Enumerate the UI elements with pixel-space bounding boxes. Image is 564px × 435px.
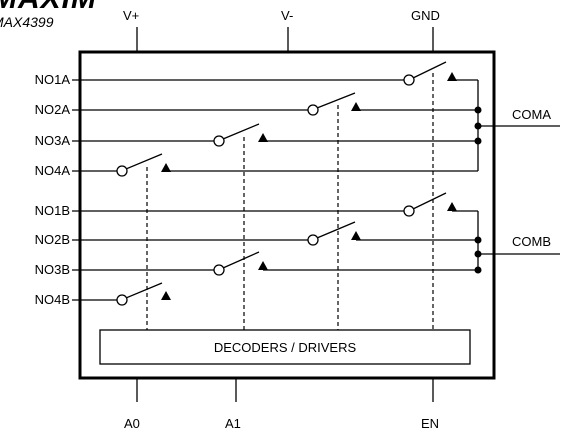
pin-vminus: V-	[281, 8, 293, 52]
pin-label-no2a: NO2A	[35, 102, 71, 117]
pin-label-coma: COMA	[512, 107, 551, 122]
coma-bus: COMA	[474, 80, 560, 171]
switch-contact	[403, 205, 415, 217]
pin-a1: A1	[225, 378, 241, 431]
switch-terminal-marker	[258, 261, 268, 270]
switch-contact	[307, 104, 319, 116]
pin-en: EN	[421, 378, 439, 431]
switch-contact	[403, 74, 415, 86]
pin-vplus: V+	[123, 8, 139, 52]
logo-text: MAXIM	[0, 0, 97, 15]
switch-row-no3a: NO3A	[35, 123, 478, 148]
switch-terminal-marker	[447, 72, 457, 81]
pin-a0: A0	[124, 378, 140, 431]
switch-terminal-marker	[351, 231, 361, 240]
switch-row-no3b: NO3B	[35, 251, 478, 277]
switch-terminal-marker	[161, 163, 171, 172]
switch-blade	[125, 282, 163, 299]
switch-blade	[316, 92, 356, 109]
ic-outline	[78, 50, 496, 380]
switch-contact	[213, 264, 225, 276]
junction-dot	[474, 236, 482, 244]
pin-label-no2b: NO2B	[35, 232, 70, 247]
switch-blade	[222, 123, 260, 140]
decoder-label: DECODERS / DRIVERS	[214, 340, 357, 355]
switch-blade	[412, 192, 447, 210]
switch-blade	[125, 153, 163, 170]
pin-label-no3a: NO3A	[35, 133, 71, 148]
pin-label-no1a: NO1A	[35, 72, 71, 87]
switch-row-no4a: NO4A	[35, 153, 478, 178]
switch-terminal-marker	[351, 102, 361, 111]
switch-blade	[222, 251, 260, 269]
pin-label-a1: A1	[225, 416, 241, 431]
switch-terminal-marker	[258, 133, 268, 142]
pin-label-vminus: V-	[281, 8, 293, 23]
junction-dot	[474, 266, 482, 274]
switch-blade	[316, 221, 356, 239]
switch-terminal-marker	[161, 291, 171, 300]
pin-label-a0: A0	[124, 416, 140, 431]
pin-label-gnd: GND	[411, 8, 440, 23]
part-number: MAX4399	[0, 14, 54, 30]
pin-label-vplus: V+	[123, 8, 139, 23]
switch-row-no1a: NO1A	[35, 61, 478, 87]
pin-label-no4a: NO4A	[35, 163, 71, 178]
pin-label-en: EN	[421, 416, 439, 431]
pin-gnd: GND	[411, 8, 440, 52]
control-lines	[146, 73, 434, 330]
comb-bus: COMB	[474, 211, 560, 274]
switch-row-no4b: NO4B	[35, 282, 171, 307]
switch-terminal-marker	[447, 202, 457, 211]
switch-row-no2b: NO2B	[35, 221, 478, 247]
pin-label-no1b: NO1B	[35, 203, 70, 218]
switch-blade	[412, 61, 447, 79]
switch-contact	[116, 165, 128, 177]
junction-dot	[474, 137, 482, 145]
switch-row-no2a: NO2A	[35, 92, 478, 117]
junction-dot	[474, 106, 482, 114]
pin-label-no4b: NO4B	[35, 292, 70, 307]
pin-label-comb: COMB	[512, 234, 551, 249]
pin-label-no3b: NO3B	[35, 262, 70, 277]
switch-row-no1b: NO1B	[35, 192, 478, 218]
switch-contact	[213, 135, 225, 147]
decoder-block: DECODERS / DRIVERS	[99, 329, 471, 365]
switch-contact	[307, 234, 319, 246]
switch-contact	[116, 294, 128, 306]
